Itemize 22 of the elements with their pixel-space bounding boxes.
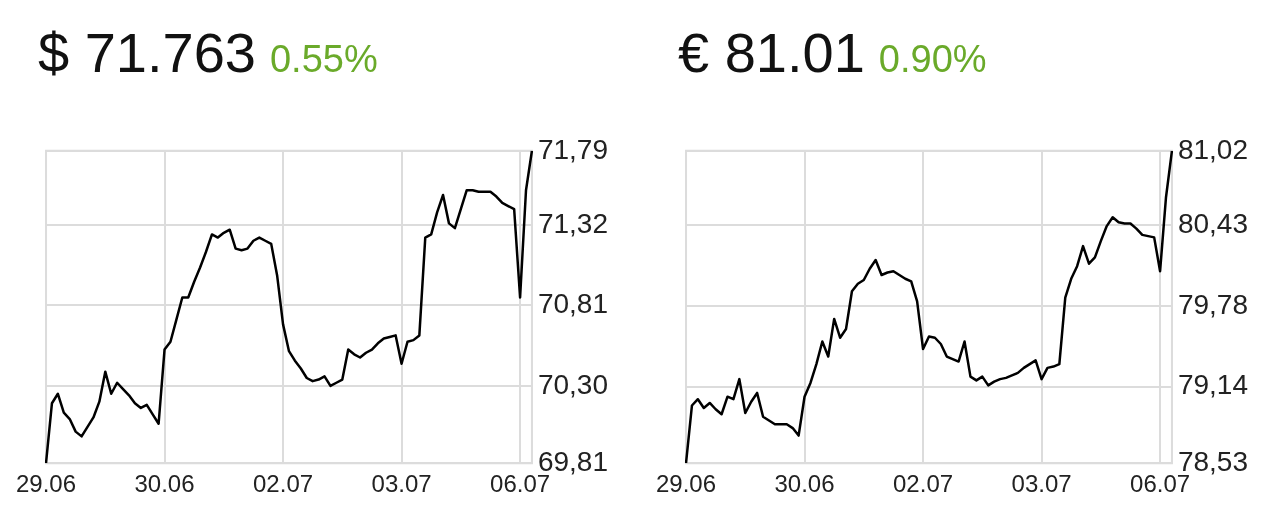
- y-tick-label: 80,43: [1177, 207, 1249, 239]
- y-tick-label: 81,02: [1177, 133, 1249, 165]
- chart-title: € 81.01: [678, 20, 865, 85]
- y-tick-label: 71,32: [537, 207, 609, 239]
- x-tick-label: 30.06: [774, 470, 835, 498]
- chart-subtitle: 0.90%: [878, 38, 987, 81]
- x-tick-label: 02.07: [893, 470, 954, 498]
- y-tick-label: 70,30: [537, 368, 609, 400]
- chart-title: $ 71.763: [38, 20, 256, 85]
- x-tick-label: 30.06: [134, 470, 195, 498]
- x-tick-label: 29.06: [16, 470, 77, 498]
- x-tick-label: 03.07: [371, 470, 432, 498]
- x-tick-label: 06.07: [1130, 470, 1191, 498]
- chart-subtitle: 0.55%: [269, 38, 378, 81]
- x-tick-label: 29.06: [656, 470, 717, 498]
- y-tick-label: 79,78: [1177, 289, 1249, 321]
- y-tick-label: 71,79: [537, 133, 609, 165]
- x-tick-label: 03.07: [1011, 470, 1072, 498]
- y-tick-label: 70,81: [537, 288, 609, 320]
- x-tick-label: 06.07: [490, 470, 551, 498]
- y-tick-label: 79,14: [1177, 369, 1249, 401]
- x-tick-label: 02.07: [253, 470, 314, 498]
